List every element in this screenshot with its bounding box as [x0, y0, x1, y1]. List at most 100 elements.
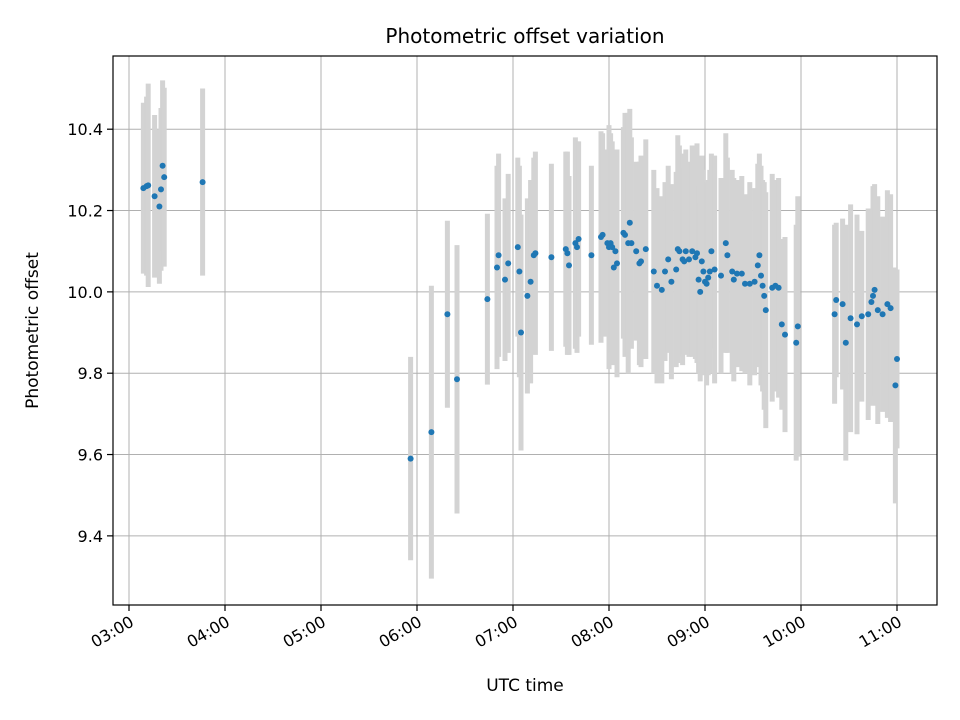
x-tick-label: 09:00 [664, 612, 713, 652]
y-tick-label: 9.4 [78, 527, 103, 546]
data-point [698, 258, 705, 265]
data-point [729, 268, 736, 275]
data-point [575, 236, 582, 242]
data-point [892, 382, 899, 389]
data-point [658, 286, 665, 293]
data-point [868, 299, 875, 306]
data-point [718, 272, 724, 279]
data-point [494, 264, 500, 271]
data-point [505, 260, 512, 267]
data-point [407, 455, 414, 462]
data-point [588, 252, 595, 259]
data-point [758, 272, 764, 279]
data-point [762, 307, 769, 314]
data-point [156, 203, 163, 210]
data-point [708, 248, 715, 255]
data-point [695, 276, 702, 283]
y-tick-label: 9.6 [78, 446, 103, 465]
data-point [622, 231, 628, 238]
x-tick-label: 03:00 [88, 612, 137, 652]
data-point [782, 331, 788, 338]
y-tick-label: 10.2 [67, 202, 103, 221]
data-point [673, 266, 680, 273]
x-tick-label: 06:00 [376, 612, 425, 652]
data-point [628, 240, 635, 247]
data-point [833, 297, 840, 303]
x-tick-label: 11:00 [856, 612, 905, 652]
data-point [682, 248, 689, 255]
data-point [681, 258, 688, 265]
data-point [689, 248, 696, 255]
data-point [609, 244, 616, 251]
data-point [548, 254, 555, 261]
data-point [700, 268, 707, 275]
data-point [722, 240, 729, 247]
data-point [502, 276, 508, 283]
data-point [734, 270, 740, 277]
data-point [668, 278, 675, 285]
y-tick-label: 10.4 [67, 120, 103, 139]
data-point [633, 248, 640, 255]
data-point [676, 248, 683, 255]
data-point [761, 292, 768, 299]
data-point [794, 323, 801, 330]
data-point [730, 276, 737, 283]
data-point [444, 311, 451, 318]
data-point [706, 268, 713, 275]
data-point [532, 250, 539, 257]
data-point [874, 307, 881, 314]
data-point [711, 266, 718, 273]
y-axis-title: Photometric offset [23, 252, 43, 409]
data-point [612, 248, 619, 255]
x-axis-title: UTC time [486, 676, 564, 696]
data-point [454, 376, 460, 383]
data-point [495, 252, 502, 259]
data-point [574, 244, 580, 251]
data-point [778, 321, 785, 328]
data-point [724, 252, 731, 259]
data-point [161, 174, 168, 181]
data-point [686, 256, 692, 263]
data-point [887, 305, 894, 312]
data-point [894, 355, 900, 362]
data-point [151, 193, 158, 200]
plot-area-frame [112, 55, 938, 606]
data-point [839, 301, 846, 308]
data-point [831, 311, 838, 318]
data-point [697, 288, 704, 295]
data-point [654, 282, 660, 289]
data-point [158, 186, 164, 193]
data-point [428, 429, 435, 436]
data-point [754, 262, 761, 269]
data-point [610, 264, 617, 271]
data-points [140, 162, 900, 462]
data-point [742, 280, 748, 287]
data-point [665, 256, 672, 263]
data-point [566, 262, 572, 269]
data-point [527, 278, 534, 285]
data-point [705, 274, 712, 281]
data-point [759, 282, 766, 289]
data-point [751, 278, 758, 285]
data-point [599, 231, 606, 238]
data-point [738, 270, 745, 277]
data-point [746, 280, 753, 287]
data-point [514, 244, 521, 251]
x-tick-label: 05:00 [280, 612, 329, 652]
data-point [842, 339, 849, 346]
data-point [884, 301, 891, 308]
x-tick-label: 07:00 [472, 612, 521, 652]
data-point [793, 339, 800, 346]
data-point [756, 252, 763, 259]
data-point [614, 260, 620, 267]
chart-title: Photometric offset variation [385, 24, 664, 48]
data-point [871, 286, 878, 293]
data-point [484, 296, 491, 303]
data-point [865, 311, 872, 318]
data-point [870, 292, 876, 299]
data-point [879, 311, 886, 318]
data-point [703, 280, 710, 287]
data-point [159, 162, 166, 169]
data-point [626, 219, 633, 226]
